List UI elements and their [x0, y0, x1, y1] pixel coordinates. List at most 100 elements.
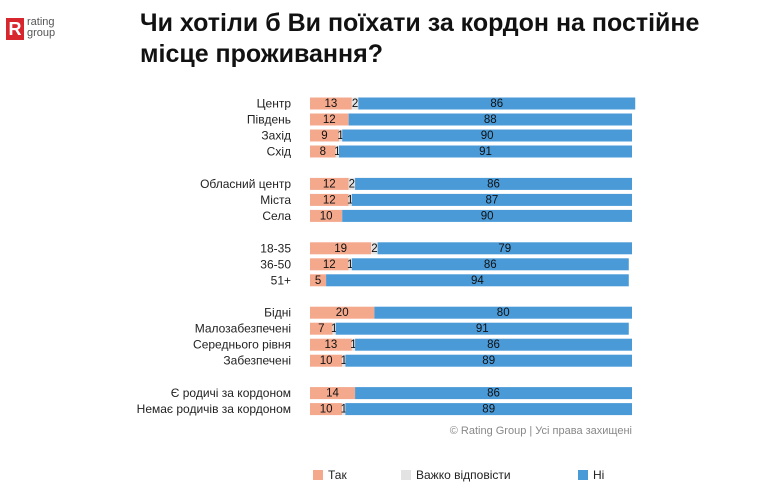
- logo-letter: R: [6, 18, 24, 40]
- bar-segment-yes: [310, 193, 349, 206]
- chart-title: Чи хотіли б Ви поїхати за кордон на пост…: [140, 9, 700, 68]
- category-label: Бідні: [264, 306, 291, 320]
- legend-swatch-no: [578, 470, 588, 480]
- category-label: Центр: [257, 97, 292, 111]
- bar-segment-no: [355, 387, 632, 400]
- data-label-no: 80: [497, 307, 510, 319]
- data-label-no: 90: [481, 130, 494, 142]
- bar-segment-no: [351, 193, 632, 206]
- category-label: Є родичі за кордоном: [171, 386, 291, 400]
- category-label: 18-35: [260, 241, 291, 255]
- data-label-yes: 13: [325, 339, 338, 351]
- bar-segment-yes: [310, 145, 336, 158]
- bar-segment-yes: [310, 113, 349, 126]
- data-label-yes: 20: [336, 307, 349, 319]
- data-label-no: 89: [482, 404, 495, 416]
- bar-segment-hard-to-say: [342, 403, 346, 416]
- data-label-no: 91: [476, 323, 489, 335]
- legend-label-yes: Так: [328, 468, 347, 482]
- bar-segment-hard-to-say: [332, 322, 336, 335]
- data-label-hard-to-say: 1: [341, 404, 347, 416]
- bar-segment-hard-to-say: [371, 242, 378, 255]
- bar-segment-no: [345, 354, 632, 367]
- bar-segment-hard-to-say: [338, 129, 343, 142]
- legend-label-hard-to-say: Важко відповісти: [416, 468, 511, 482]
- category-label: Схід: [267, 145, 291, 159]
- category-label: Села: [262, 209, 291, 223]
- legend-item-yes: Так: [313, 467, 347, 483]
- category-label: Малозабезпечені: [195, 322, 291, 336]
- legend-item-no: Ні: [578, 467, 604, 483]
- bar-segment-hard-to-say: [348, 193, 352, 206]
- bar-segment-hard-to-say: [348, 258, 352, 271]
- logo-line-1: rating: [27, 16, 55, 28]
- category-label: Немає родичів за кордоном: [137, 402, 291, 416]
- bar-segment-yes: [310, 258, 349, 271]
- bar-segment-yes: [310, 403, 343, 416]
- bar-segment-hard-to-say: [351, 338, 356, 351]
- data-label-yes: 10: [320, 210, 333, 222]
- data-label-no: 86: [490, 98, 503, 110]
- bar-segment-no: [345, 403, 632, 416]
- bar-segment-no: [358, 97, 636, 110]
- data-label-yes: 7: [318, 323, 324, 335]
- data-label-no: 90: [481, 210, 494, 222]
- category-label: Обласний центр: [200, 177, 291, 191]
- data-label-yes: 8: [320, 146, 326, 158]
- bar-segment-yes: [310, 177, 349, 190]
- data-label-no: 86: [487, 339, 500, 351]
- bar-segment-no: [348, 113, 632, 126]
- bar-segment-hard-to-say: [342, 354, 346, 367]
- bar-segment-yes: [310, 97, 352, 110]
- data-label-yes: 19: [334, 243, 347, 255]
- legend-item-hard-to-say: Важко відповісти: [401, 467, 511, 483]
- data-label-yes: 12: [323, 114, 336, 126]
- category-label: 51+: [271, 273, 291, 287]
- data-label-yes: 12: [323, 259, 336, 271]
- bar-segment-no: [326, 274, 629, 287]
- data-label-no: 79: [498, 243, 511, 255]
- data-label-no: 94: [471, 275, 484, 287]
- data-label-no: 91: [479, 146, 492, 158]
- legend-swatch-hard-to-say: [401, 470, 411, 480]
- bar-segment-no: [355, 177, 632, 190]
- category-label: Міста: [260, 193, 291, 207]
- data-label-yes: 12: [323, 178, 336, 190]
- data-label-hard-to-say: 1: [331, 323, 337, 335]
- data-label-no: 86: [487, 178, 500, 190]
- bar-segment-no: [374, 306, 632, 319]
- category-label: Забезпечені: [223, 354, 291, 368]
- bar-segment-yes: [310, 387, 356, 400]
- bar-segment-hard-to-say: [348, 177, 356, 190]
- data-label-hard-to-say: 2: [349, 178, 355, 190]
- data-label-no: 87: [486, 194, 499, 206]
- bar-segment-no: [351, 258, 629, 271]
- data-label-yes: 12: [323, 194, 336, 206]
- bar-segment-no: [377, 242, 632, 255]
- data-label-yes: 10: [320, 404, 333, 416]
- bar-segment-no: [342, 209, 632, 222]
- category-label: Південь: [247, 113, 291, 127]
- data-label-yes: 9: [321, 130, 327, 142]
- bar-segment-yes: [310, 274, 327, 287]
- data-label-hard-to-say: 2: [371, 243, 377, 255]
- category-label: Захід: [261, 129, 291, 143]
- data-label-yes: 13: [325, 98, 338, 110]
- data-label-hard-to-say: 2: [352, 98, 358, 110]
- bar-segment-yes: [310, 306, 375, 319]
- bar-segment-yes: [310, 338, 352, 351]
- data-label-hard-to-say: 1: [350, 339, 356, 351]
- bar-segment-yes: [310, 354, 343, 367]
- category-label: Середнього рівня: [193, 338, 291, 352]
- legend-swatch-yes: [313, 470, 323, 480]
- bar-segment-yes: [310, 129, 339, 142]
- bar-segment-yes: [310, 322, 333, 335]
- data-label-no: 86: [484, 259, 497, 271]
- data-label-no: 88: [484, 114, 497, 126]
- data-label-no: 89: [482, 355, 495, 367]
- data-label-hard-to-say: 1: [347, 194, 353, 206]
- copyright-note: © Rating Group | Усі права захищені: [449, 425, 632, 437]
- chart-legend: Так Важко відповісти Ні: [0, 467, 780, 485]
- bar-segment-yes: [310, 242, 372, 255]
